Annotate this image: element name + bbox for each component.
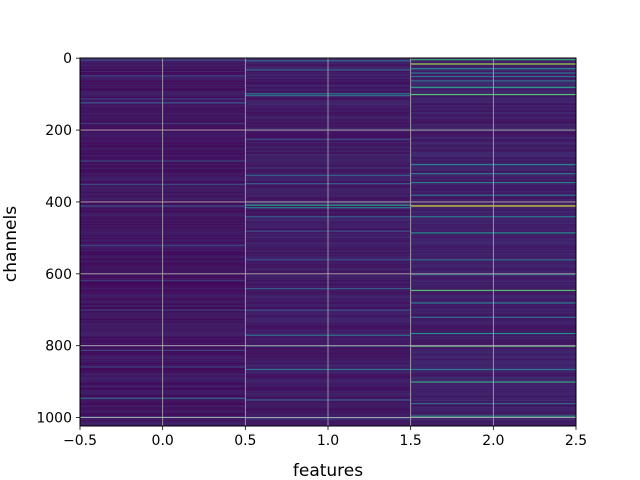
y-axis-label: channels: [1, 206, 21, 282]
grid-lines: [79, 57, 577, 426]
y-tick-label: 400: [45, 195, 72, 211]
ticks: −0.5 0.0 0.5 1.0 1.5 2.0 2.5 0 200 400 600 800 1000: [36, 51, 587, 449]
x-axis-label: features: [293, 461, 363, 480]
plot-frame: [79, 57, 577, 427]
x-tick-label: −0.5: [63, 433, 97, 449]
x-tick-label: 2.0: [482, 433, 504, 449]
y-tick-label: 600: [45, 267, 72, 283]
y-tick-label: 0: [63, 51, 72, 67]
y-tick-label: 800: [45, 339, 72, 355]
x-tick-label: 1.5: [400, 433, 422, 449]
x-tick-label: 1.0: [317, 433, 339, 449]
y-tick-label: 200: [45, 123, 72, 139]
x-tick-label: 0.0: [152, 433, 174, 449]
y-tick-label: 1000: [36, 411, 72, 427]
x-tick-label: 0.5: [234, 433, 256, 449]
x-tick-label: 2.5: [565, 433, 587, 449]
